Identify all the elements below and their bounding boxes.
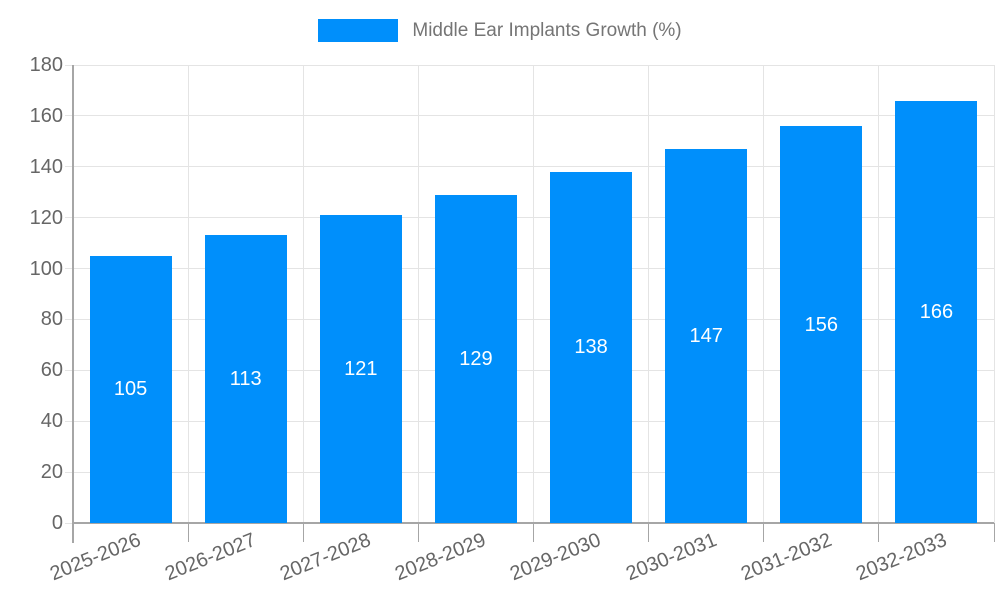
y-axis-tick-label: 60 [40,359,63,382]
bar[interactable]: 105 [89,255,172,523]
y-tick-mark [65,115,73,117]
legend-label[interactable]: Middle Ear Implants Growth (%) [412,19,682,41]
x-axis-tick-label: 2025-2026 [46,529,144,586]
x-tick-mark [417,523,419,542]
x-gridline [417,65,419,523]
y-axis-line [72,65,74,543]
x-gridline [648,65,650,523]
bar[interactable]: 129 [434,194,517,523]
x-tick-mark [648,523,650,542]
x-tick-mark [763,523,765,542]
y-tick-mark [65,268,73,270]
x-tick-mark [302,523,304,542]
bar-value-label: 166 [919,300,954,323]
bar-value-label: 105 [113,378,148,401]
y-axis-tick-label: 0 [51,512,63,534]
y-tick-mark [65,471,73,473]
x-gridline [187,65,189,523]
y-tick-mark [65,369,73,371]
x-tick-mark [878,523,880,542]
y-axis-tick-label: 140 [29,155,63,178]
y-axis-tick-label: 40 [40,410,63,433]
bar-value-label: 138 [574,336,608,359]
x-axis-tick-label: 2026-2027 [161,529,259,586]
x-gridline [993,65,995,523]
y-axis-tick-label: 160 [29,104,63,127]
y-axis-tick-label: 100 [29,257,63,280]
y-axis-tick-label: 120 [29,206,63,229]
bar[interactable]: 156 [780,126,863,523]
bar-value-label: 129 [459,347,493,370]
x-axis-tick-label: 2032-2033 [852,529,950,586]
bar[interactable]: 166 [895,100,978,523]
x-axis-tick-label: 2031-2032 [737,529,835,586]
bar[interactable]: 113 [204,235,287,523]
x-gridline [763,65,765,523]
y-tick-mark [65,217,73,219]
legend-swatch[interactable] [318,19,399,42]
bar-value-label: 156 [804,313,838,336]
x-tick-mark [993,523,995,542]
legend: Middle Ear Implants Growth (%) [0,19,1000,42]
y-tick-mark [65,64,73,66]
x-tick-mark [187,523,189,542]
bar[interactable]: 121 [319,215,402,523]
x-axis-tick-label: 2028-2029 [392,529,490,586]
y-tick-mark [65,522,73,524]
bar-value-label: 113 [229,368,262,391]
y-tick-mark [65,318,73,320]
y-axis-tick-label: 180 [29,54,63,76]
bar-value-label: 147 [689,324,723,347]
y-tick-mark [65,166,73,168]
bar[interactable]: 138 [550,171,633,523]
bar-value-label: 121 [344,358,378,381]
x-axis-tick-label: 2030-2031 [622,529,720,586]
x-gridline [533,65,534,523]
y-axis-tick-label: 80 [40,308,63,331]
x-axis-tick-label: 2027-2028 [277,529,375,586]
x-tick-mark [533,523,534,542]
bar[interactable]: 147 [665,148,748,523]
y-tick-mark [65,420,73,422]
x-tick-mark [72,523,74,542]
x-gridline [878,65,880,523]
x-gridline [302,65,304,523]
y-axis-tick-label: 20 [40,461,63,484]
x-axis-tick-label: 2029-2030 [507,529,605,586]
